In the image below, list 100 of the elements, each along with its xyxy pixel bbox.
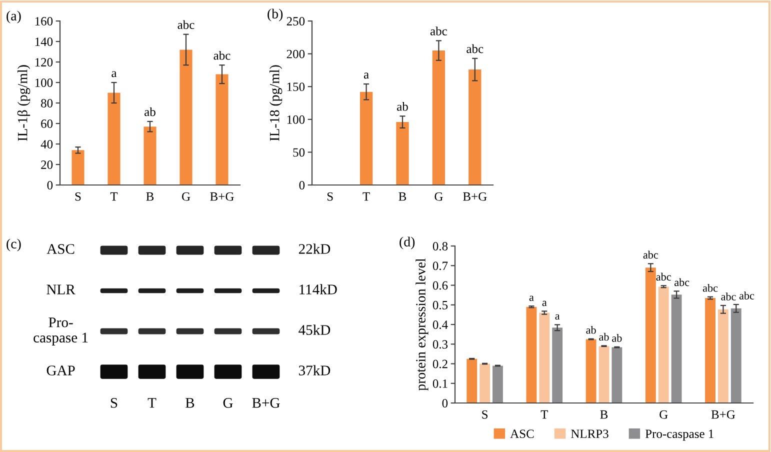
y-tick-label: 60	[41, 120, 53, 128]
y-tick-label: 100	[287, 115, 305, 124]
x-tick-label: B+G	[711, 410, 736, 419]
y-tick-label: 0.4	[432, 320, 448, 330]
y-tick-label: 0.2	[432, 360, 448, 368]
data-label: abc	[702, 284, 718, 292]
data-label: abc	[178, 20, 194, 30]
x-tick-label: T	[540, 410, 548, 419]
y-tick-label: 0.5	[432, 300, 448, 310]
y-axis-title: protein expression level	[416, 258, 428, 391]
category-label: 114kD	[300, 284, 337, 294]
category-label: B	[186, 398, 194, 408]
x-tick-label: T	[362, 192, 370, 201]
data-label: abc	[656, 272, 671, 281]
bar	[180, 50, 192, 185]
bar	[598, 346, 610, 403]
x-tick-label: B+G	[210, 192, 234, 201]
bar	[539, 312, 550, 403]
bar	[552, 328, 563, 403]
bar	[480, 364, 490, 403]
x-tick-label: G	[660, 410, 668, 419]
data-label: a	[542, 300, 547, 306]
y-tick-label: 150	[287, 82, 305, 92]
data-label: abc	[674, 278, 690, 286]
y-tick-label: 0.8	[432, 242, 448, 251]
data-label: ab	[144, 107, 156, 116]
bar	[671, 294, 682, 403]
bar	[526, 306, 537, 403]
y-tick-label: 160	[35, 17, 53, 26]
bar	[216, 74, 228, 185]
category-label: 22kD	[298, 244, 330, 254]
bar	[705, 298, 716, 403]
y-tick-label: 0.7	[432, 262, 448, 270]
y-tick-label: 20	[41, 160, 53, 169]
bar	[586, 339, 596, 403]
x-tick-label: G	[434, 192, 443, 201]
bar	[432, 50, 446, 185]
category-label: G	[223, 398, 233, 408]
y-tick-label: 0	[47, 181, 53, 190]
x-tick-label: B	[398, 192, 406, 201]
data-label: abc	[721, 292, 736, 300]
data-label: abc	[430, 26, 447, 36]
category-label: Pro- caspase 1	[34, 318, 88, 346]
data-label: a	[529, 296, 534, 302]
legend-label: Pro-caspase 1	[645, 430, 714, 441]
bar	[658, 286, 669, 403]
y-axis-title: IL-1β (pg/ml)	[17, 65, 30, 141]
data-label: a	[112, 71, 117, 78]
x-tick-label: G	[182, 192, 190, 201]
bar	[396, 122, 409, 185]
y-tick-label: 140	[35, 38, 53, 46]
data-label: abc	[466, 44, 484, 54]
x-tick-label: B	[600, 410, 608, 419]
category-label: S	[110, 398, 118, 408]
y-tick-label: 0	[299, 181, 305, 190]
x-tick-label: S	[327, 192, 333, 201]
y-tick-label: 120	[35, 58, 53, 66]
data-label: ab	[397, 102, 408, 111]
data-label: abc	[643, 250, 658, 259]
category-label: ASC	[46, 244, 74, 254]
y-tick-label: 0.3	[432, 340, 448, 349]
y-axis-title: IL-18 (pg/ml)	[270, 65, 282, 141]
bar	[492, 366, 503, 403]
y-tick-label: 250	[286, 17, 305, 26]
y-tick-label: 0	[442, 399, 448, 408]
x-tick-label: S	[75, 192, 81, 201]
data-label: ab	[586, 326, 596, 334]
data-label: abc	[739, 292, 754, 300]
x-tick-label: B	[146, 192, 154, 201]
bar	[72, 150, 84, 185]
y-tick-label: 100	[35, 78, 53, 87]
text: (c)	[6, 238, 21, 252]
category-label: NLR	[46, 284, 76, 294]
bar	[144, 126, 156, 185]
bar	[645, 268, 656, 403]
category-label: 45kD	[298, 324, 330, 335]
data-label: a	[364, 72, 369, 79]
data-label: abc	[214, 50, 230, 60]
bar	[612, 347, 622, 403]
data-label: ab	[599, 332, 609, 341]
x-tick-label: B+G	[463, 192, 487, 201]
x-tick-label: T	[110, 192, 118, 201]
y-tick-label: 0.1	[432, 379, 448, 388]
bar	[718, 309, 728, 403]
chart-title: (b)	[268, 8, 283, 22]
data-label: a	[555, 314, 560, 320]
y-tick-label: 200	[286, 50, 305, 58]
category-label: B+G	[252, 398, 280, 408]
bar	[466, 358, 478, 403]
category-label: GAP	[46, 366, 75, 376]
y-tick-label: 80	[41, 99, 53, 108]
legend-label: ASC	[510, 430, 534, 438]
y-tick-label: 0.6	[432, 281, 448, 290]
x-tick-label: S	[482, 410, 488, 419]
bar	[730, 308, 742, 403]
bar	[468, 70, 482, 185]
bar	[108, 92, 120, 185]
bar	[360, 92, 373, 185]
category-label: 37kD	[298, 365, 330, 376]
data-label: ab	[612, 334, 622, 342]
